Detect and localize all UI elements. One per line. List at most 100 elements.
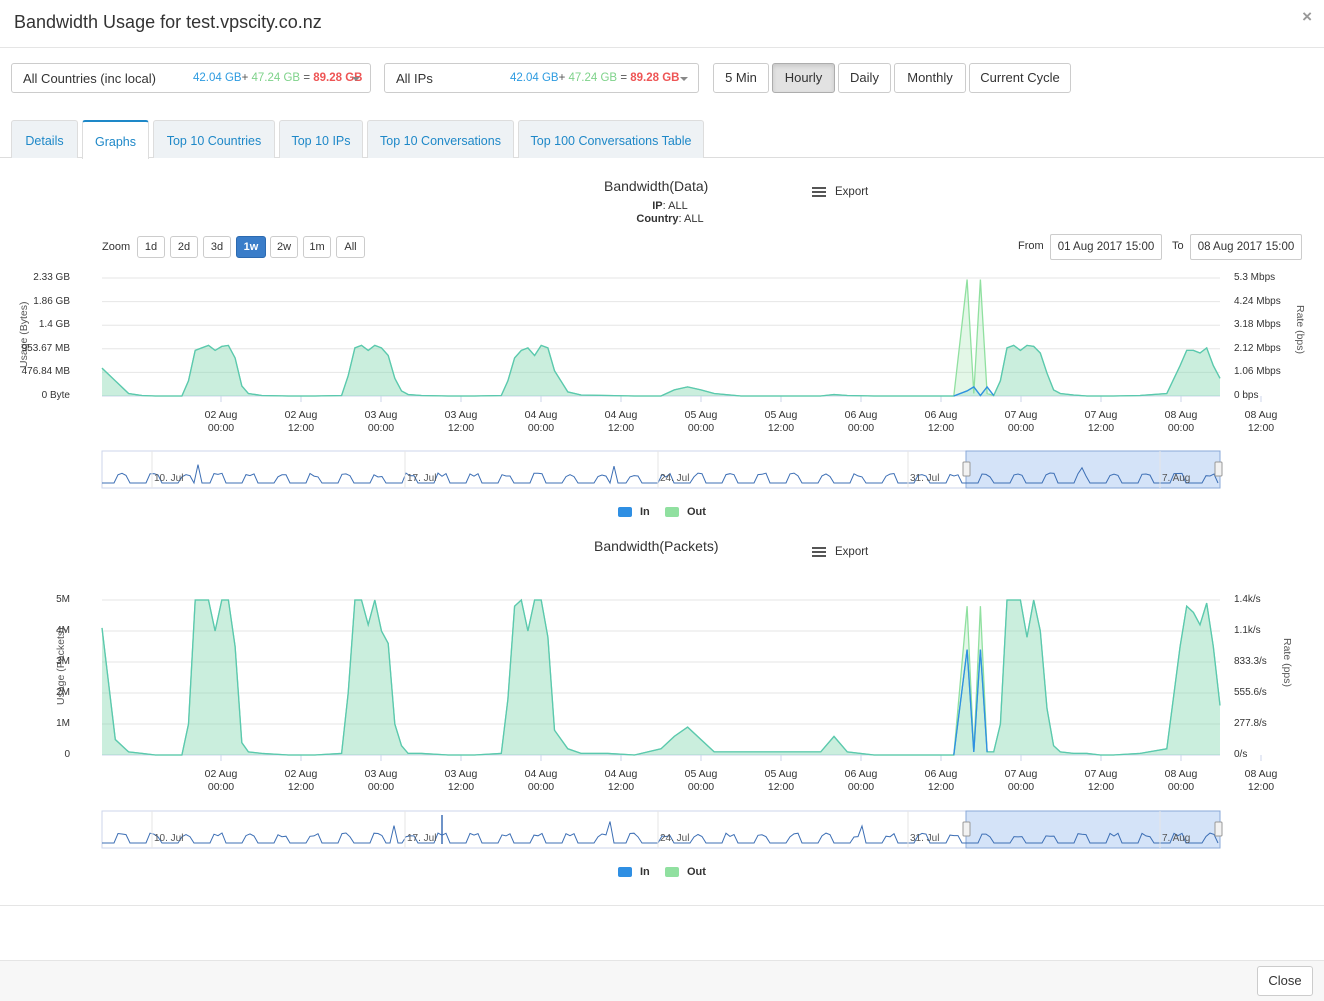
tab-top-10-countries[interactable]: Top 10 Countries [153,120,275,158]
export-button[interactable]: Export [812,545,868,559]
export-button[interactable]: Export [812,185,868,199]
period-current-cycle-button[interactable]: Current Cycle [969,63,1071,93]
y-tick-label: 4M [56,625,70,636]
x-tick-time: 00:00 [527,781,555,793]
x-tick-date: 06 Aug [924,768,958,780]
y-tick-label: 0 [64,749,70,760]
zoom-1w-button[interactable]: 1w [236,236,266,258]
chevron-down-icon [680,77,688,81]
chart1-y-axis-title: Usage (Bytes) [18,301,30,368]
x-tick-label: 04 Aug 12:00 [591,409,651,435]
x-tick-time: 00:00 [847,422,875,434]
zoom-2w-button[interactable]: 2w [270,236,298,258]
x-tick-label: 04 Aug 12:00 [591,768,651,794]
subtitle-country-value: : ALL [678,213,704,225]
y-tick-label-right: 3.18 Mbps [1234,319,1281,331]
y-tick-label-right: 2.12 Mbps [1234,342,1281,354]
chart2-legend-out[interactable]: Out [665,866,706,878]
navigator-tick-label: 17. Jul [407,473,437,484]
zoom-all-button[interactable]: All [336,236,365,258]
x-tick-label: 03 Aug 00:00 [351,409,411,435]
usage-total-value: 89.28 GB [313,72,363,84]
equals-sign: = [303,72,311,84]
x-tick-date: 04 Aug [524,409,558,421]
tab-details[interactable]: Details [11,120,78,158]
navigator-tick-label: 31. Jul [910,833,940,844]
x-tick-time: 12:00 [447,422,475,434]
x-tick-time: 00:00 [687,422,715,434]
x-tick-time: 12:00 [1087,422,1115,434]
series-in-area [102,345,1220,396]
y-tick-label: 1.86 GB [33,295,70,307]
tab-top-10-ips[interactable]: Top 10 IPs [279,120,363,158]
chart-subtitle-country: Country: ALL [610,213,730,225]
legend-out-swatch [665,507,679,518]
chart2-navigator[interactable] [101,810,1223,849]
ip-select[interactable]: All IPs 42.04 GB+ 47.24 GB = 89.28 GB [384,63,699,93]
chart2-legend-in[interactable]: In [618,866,650,878]
x-tick-label: 07 Aug 00:00 [991,768,1051,794]
chart-title-data: Bandwidth(Data) [604,178,709,194]
usage-in-value: 42.04 GB [193,72,242,84]
usage-out-value: 47.24 GB [251,72,301,84]
x-tick-label: 02 Aug 00:00 [191,768,251,794]
range-from-label: From [1018,240,1044,252]
x-tick-time: 12:00 [1087,781,1115,793]
zoom-2d-button[interactable]: 2d [170,236,198,258]
country-usage-summary: 42.04 GB+ 47.24 GB = 89.28 GB [193,72,362,84]
series-in-area [102,600,1220,755]
x-tick-date: 04 Aug [524,768,558,780]
legend-out-label: Out [687,506,706,518]
chart-title-packets: Bandwidth(Packets) [594,538,719,554]
x-tick-label: 03 Aug 12:00 [431,409,491,435]
chart1-y-axis-right-title: Rate (bps) [1294,305,1306,355]
x-tick-date: 03 Aug [364,768,398,780]
period-daily-button[interactable]: Daily [838,63,891,93]
navigator-tick-label: 10. Jul [154,473,184,484]
zoom-1m-button[interactable]: 1m [303,236,331,258]
y-tick-label: 1M [56,718,70,729]
chart1-legend-in[interactable]: In [618,506,650,518]
tab-top-100-conversations-table[interactable]: Top 100 Conversations Table [518,120,704,158]
legend-in-swatch [618,507,632,518]
zoom-3d-button[interactable]: 3d [203,236,231,258]
x-tick-label: 07 Aug 12:00 [1071,768,1131,794]
chart1-navigator[interactable] [101,450,1223,489]
subtitle-ip-value: : ALL [662,200,688,212]
x-tick-label: 08 Aug 00:00 [1151,768,1211,794]
x-tick-date: 07 Aug [1084,409,1118,421]
series-in-line [101,344,1221,397]
x-tick-date: 03 Aug [444,768,478,780]
x-tick-label: 03 Aug 12:00 [431,768,491,794]
x-tick-time: 00:00 [367,422,395,434]
range-from-input[interactable]: 01 Aug 2017 15:00 [1050,234,1162,260]
x-tick-date: 07 Aug [1004,768,1038,780]
close-button[interactable]: Close [1257,966,1313,996]
range-to-input[interactable]: 08 Aug 2017 15:00 [1190,234,1302,260]
period-hourly-button[interactable]: Hourly [772,63,835,93]
chart1-legend-out[interactable]: Out [665,506,706,518]
period-5min-button[interactable]: 5 Min [713,63,769,93]
x-tick-date: 03 Aug [364,409,398,421]
y-tick-label: 2M [56,687,70,698]
series-out-line [101,279,1221,397]
x-tick-time: 00:00 [1007,422,1035,434]
x-tick-time: 00:00 [1167,422,1195,434]
x-tick-date: 05 Aug [764,409,798,421]
x-tick-date: 03 Aug [444,409,478,421]
x-tick-date: 04 Aug [604,768,638,780]
y-tick-label: 953.67 MB [21,342,70,354]
zoom-1d-button[interactable]: 1d [137,236,165,258]
y-tick-label-right: 277.8/s [1234,718,1267,729]
close-icon[interactable]: × [1302,7,1312,26]
period-monthly-button[interactable]: Monthly [894,63,966,93]
navigator-selection [965,810,1221,849]
navigator-tick-label: 17. Jul [407,833,437,844]
x-tick-time: 00:00 [687,781,715,793]
tab-graphs[interactable]: Graphs [82,120,149,159]
country-select[interactable]: All Countries (inc local) 42.04 GB+ 47.2… [11,63,371,93]
navigator-tick-label: 24. Jul [660,833,690,844]
tab-top-10-conversations[interactable]: Top 10 Conversations [367,120,514,158]
y-tick-label-right: 555.6/s [1234,687,1267,698]
chart2-y-axis-right-title: Rate (pps) [1281,638,1293,688]
